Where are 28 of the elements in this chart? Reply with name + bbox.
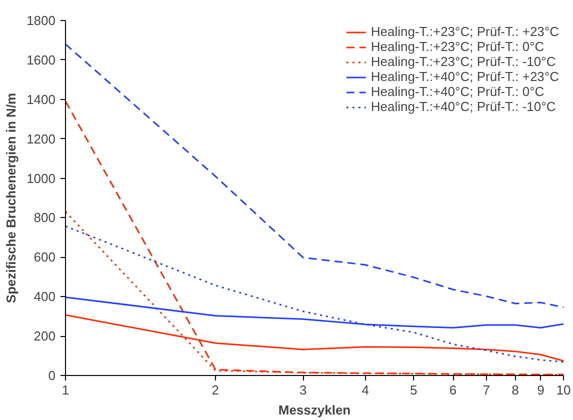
y-tick-label: 1600 <box>26 52 56 68</box>
y-axis-title: Spezifische Bruchenergien in N/m <box>4 92 19 304</box>
x-tick-label: 7 <box>482 382 490 398</box>
y-tick-label: 800 <box>34 210 56 226</box>
y-tick-label: 1400 <box>26 92 56 107</box>
x-tick-label: 2 <box>212 382 220 398</box>
legend-label: Healing-T.:+40°C; Prüf-T.: -10°C <box>370 99 556 114</box>
x-axis-title: Messzyklen <box>278 402 351 418</box>
x-tick-label: 8 <box>512 382 519 398</box>
legend-label: Healing-T.:+23°C; Prüf-T.: +23°C <box>370 24 559 39</box>
x-tick-label: 9 <box>537 382 544 398</box>
y-tick-label: 0 <box>48 368 56 383</box>
y-tick-label: 1800 <box>26 13 56 28</box>
x-tick-label: 3 <box>299 382 307 398</box>
y-tick-label: 200 <box>34 328 56 344</box>
x-tick-label: 1 <box>62 382 70 398</box>
y-tick-label: 1200 <box>26 131 56 146</box>
legend-label: Healing-T.:+23°C; Prüf-T.: 0°C <box>370 39 544 54</box>
x-tick-label: 5 <box>410 382 418 398</box>
legend-label: Healing-T.:+40°C; Prüf-T.: +23°C <box>370 69 559 84</box>
x-tick-label: 6 <box>449 382 457 398</box>
legend-label: Healing-T.:+23°C; Prüf-T.: -10°C <box>370 54 556 69</box>
y-tick-label: 400 <box>34 289 56 304</box>
y-tick-label: 600 <box>34 250 56 265</box>
legend-label: Healing-T.:+40°C; Prüf-T.: 0°C <box>370 84 544 99</box>
y-tick-label: 1000 <box>26 170 56 186</box>
x-tick-label: 10 <box>556 382 571 398</box>
x-tick-label: 4 <box>362 382 369 398</box>
